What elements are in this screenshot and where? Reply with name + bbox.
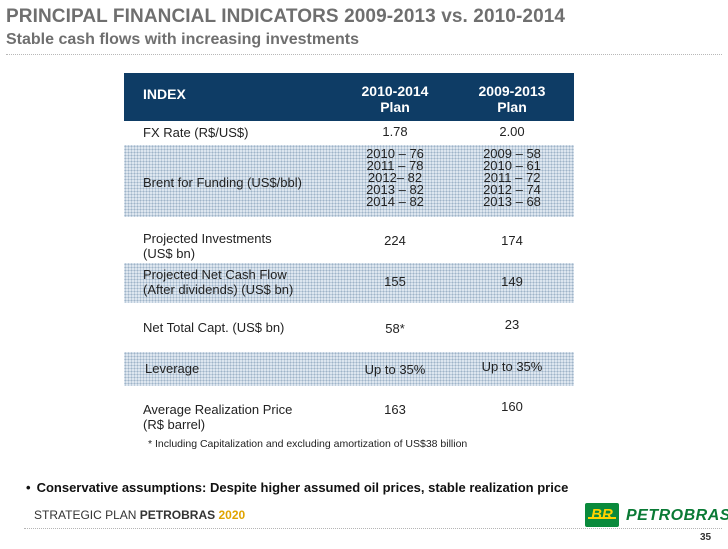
petrobras-logo-icon: BR — [585, 503, 619, 527]
indicators-table: INDEX 2010-2014 Plan 2009-2013 Plan FX R… — [124, 73, 574, 461]
row-value-2010-2014: 155 — [384, 274, 406, 289]
row-value-2009-2013: 23 — [504, 317, 520, 332]
table-row-net-total-capt: Net Total Capt. (US$ bn) 58* 23 — [124, 309, 574, 349]
row-label: Projected Investments (US$ bn) — [143, 231, 272, 261]
table-header: INDEX 2010-2014 Plan 2009-2013 Plan — [124, 73, 574, 121]
row-label: Net Total Capt. (US$ bn) — [143, 320, 285, 335]
title-divider — [6, 54, 722, 55]
row-label: Leverage — [145, 361, 200, 376]
row-value-2010-2014: 58* — [385, 321, 405, 336]
row-value-2009-2013: 160 — [501, 399, 523, 414]
row-value-2010-2014: 163 — [384, 402, 406, 417]
row-value-2009-2013: 174 — [501, 233, 523, 248]
table-row-brent: Brent for Funding (US$/bbl) 2010 – 76 20… — [124, 145, 574, 217]
table-footnote: * Including Capitalization and excluding… — [148, 438, 468, 450]
bullet-icon: • — [26, 480, 31, 495]
row-label: Brent for Funding (US$/bbl) — [143, 175, 302, 190]
header-plan-2010-2014: 2010-2014 Plan — [361, 83, 429, 115]
row-label: Projected Net Cash Flow (After dividends… — [143, 267, 294, 297]
row-label: Average Realization Price (R$ barrel) — [143, 402, 293, 432]
page-number: 35 — [700, 532, 712, 543]
table-row-fx-rate: FX Rate (R$/US$) 1.78 2.00 — [124, 122, 574, 144]
row-value-2009-2013: 149 — [501, 274, 523, 289]
key-takeaway: • Conservative assumptions: Despite highe… — [26, 480, 568, 495]
petrobras-logo-text: PETROBRAS — [626, 507, 728, 524]
row-value-2010-2014: 1.78 — [382, 124, 408, 139]
row-label: FX Rate (R$/US$) — [143, 125, 249, 140]
footer-plan-label: STRATEGIC PLAN PETROBRAS 2020 — [34, 508, 246, 522]
table-row-leverage: Leverage Up to 35% Up to 35% — [124, 352, 574, 386]
table-row-projected-investments: Projected Investments (US$ bn) 224 174 — [124, 227, 574, 263]
row-value-2009-2013: Up to 35% — [481, 359, 543, 374]
table-row-avg-realization-price: Average Realization Price (R$ barrel) 16… — [124, 395, 574, 433]
footer-divider — [24, 528, 722, 529]
slide-title: PRINCIPAL FINANCIAL INDICATORS 2009-2013… — [6, 6, 566, 27]
key-takeaway-text: Conservative assumptions: Despite higher… — [36, 480, 569, 495]
slide-subtitle: Stable cash flows with increasing invest… — [6, 31, 359, 48]
row-value-2010-2014: Up to 35% — [364, 362, 426, 377]
row-value-2010-2014: 224 — [384, 233, 406, 248]
row-value-2009-2013: 2.00 — [499, 124, 525, 139]
header-index: INDEX — [143, 86, 186, 102]
row-value-2010-2014: 2010 – 76 2011 – 78 2012– 82 2013 – 82 2… — [366, 146, 424, 209]
table-row-net-cash-flow: Projected Net Cash Flow (After dividends… — [124, 263, 574, 303]
header-plan-2009-2013: 2009-2013 Plan — [478, 83, 546, 115]
row-value-2009-2013: 2009 – 58 2010 – 61 2011 – 72 2012 – 74 … — [483, 146, 541, 209]
